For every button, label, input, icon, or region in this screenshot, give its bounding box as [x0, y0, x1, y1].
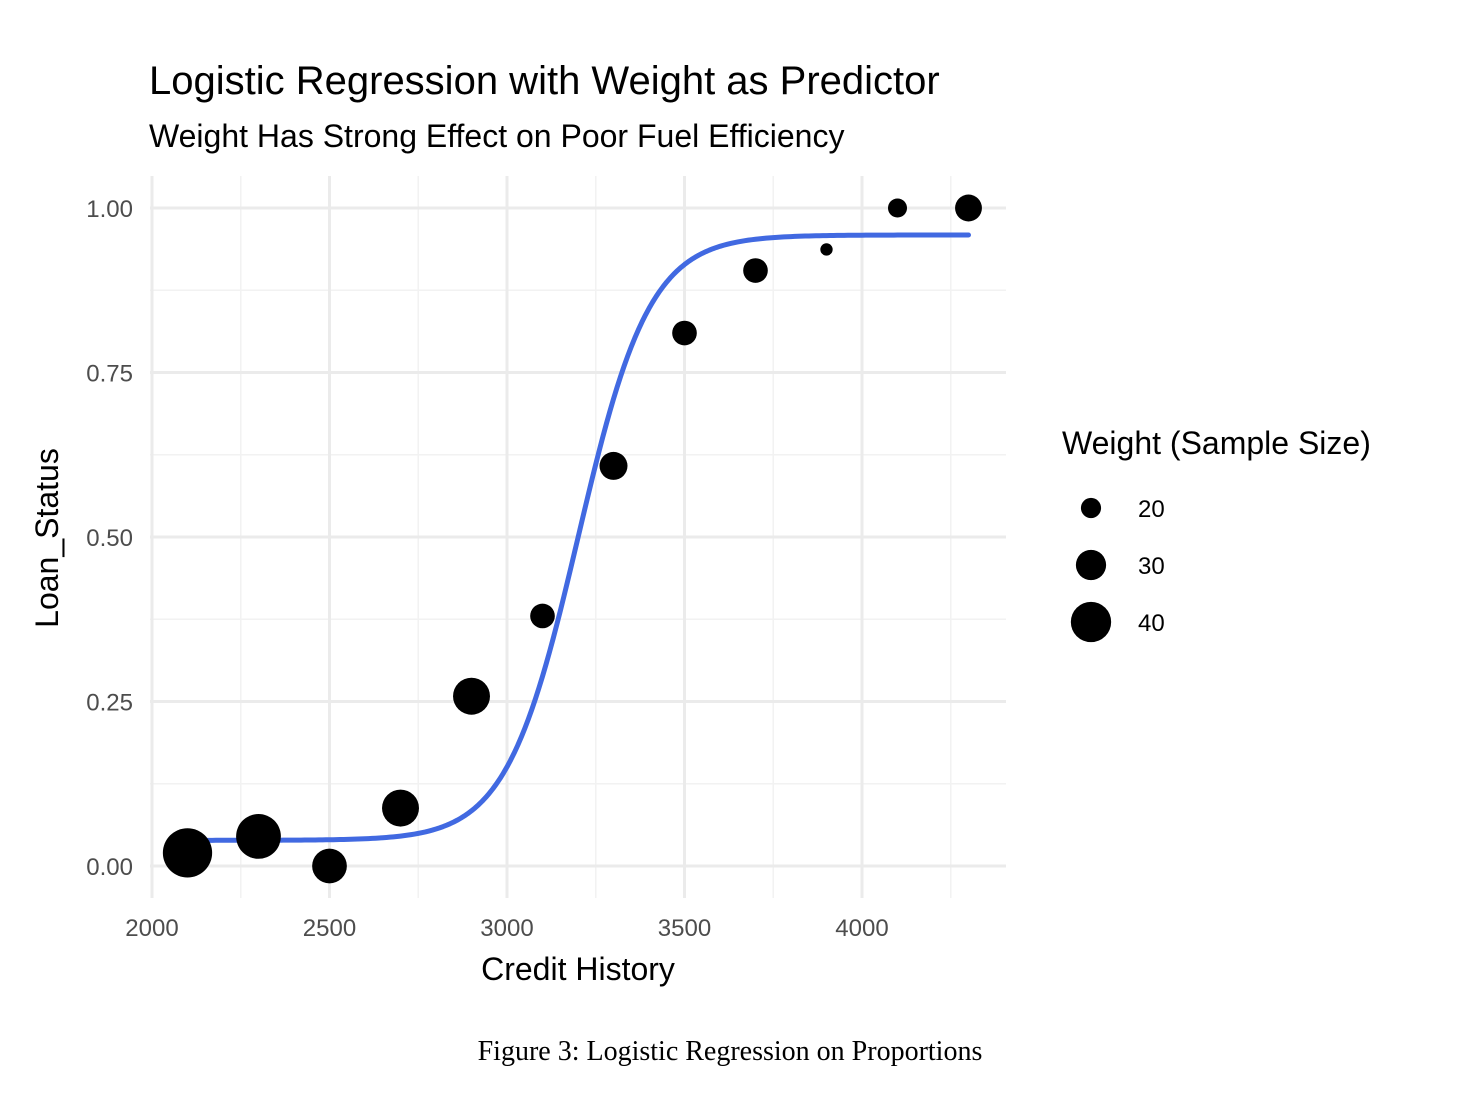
y-axis-ticks: 0.00 0.25 0.50 0.75 1.00 — [86, 196, 133, 881]
legend: 20 30 40 — [1070, 496, 1165, 643]
data-point — [530, 603, 555, 629]
data-point — [672, 320, 697, 346]
data-point — [887, 198, 908, 218]
x-tick-label: 4000 — [835, 915, 888, 942]
fit-curve-group — [185, 232, 971, 843]
x-axis-ticks: 2000 2500 3000 3500 4000 — [125, 915, 888, 942]
y-tick-label: 0.25 — [86, 690, 133, 717]
x-tick-label: 2500 — [303, 915, 356, 942]
y-tick-label: 0.50 — [86, 525, 133, 552]
points-group — [162, 194, 982, 884]
x-axis-title: Credit History — [481, 951, 675, 987]
legend-key-40 — [1070, 601, 1112, 643]
x-tick-label: 3500 — [658, 915, 711, 942]
data-point — [236, 813, 281, 859]
x-tick-label: 2000 — [125, 915, 178, 942]
x-tick-label: 3000 — [480, 915, 533, 942]
data-point — [382, 789, 419, 827]
data-point — [453, 677, 490, 715]
data-point — [162, 828, 213, 878]
chart-svg: Logistic Regression with Weight as Predi… — [29, 59, 1371, 987]
fit-curve — [185, 232, 971, 843]
legend-title: Weight (Sample Size) — [1062, 425, 1371, 461]
figure-caption: Figure 3: Logistic Regression on Proport… — [477, 1036, 983, 1067]
chart-subtitle: Weight Has Strong Effect on Poor Fuel Ef… — [149, 118, 844, 154]
chart-title: Logistic Regression with Weight as Predi… — [149, 59, 940, 103]
legend-key-30 — [1075, 549, 1107, 581]
data-point — [820, 243, 833, 256]
y-tick-label: 0.75 — [86, 361, 133, 388]
legend-label-20: 20 — [1138, 496, 1165, 523]
data-point — [955, 194, 982, 222]
legend-label-40: 40 — [1138, 610, 1165, 637]
legend-key-20 — [1080, 497, 1102, 519]
y-tick-label: 0.00 — [86, 854, 133, 881]
y-axis-title: Loan_Status — [29, 448, 65, 628]
data-point — [599, 451, 628, 480]
data-point — [743, 258, 768, 283]
data-point — [312, 848, 347, 884]
legend-label-30: 30 — [1138, 553, 1165, 580]
y-tick-label: 1.00 — [86, 196, 133, 223]
